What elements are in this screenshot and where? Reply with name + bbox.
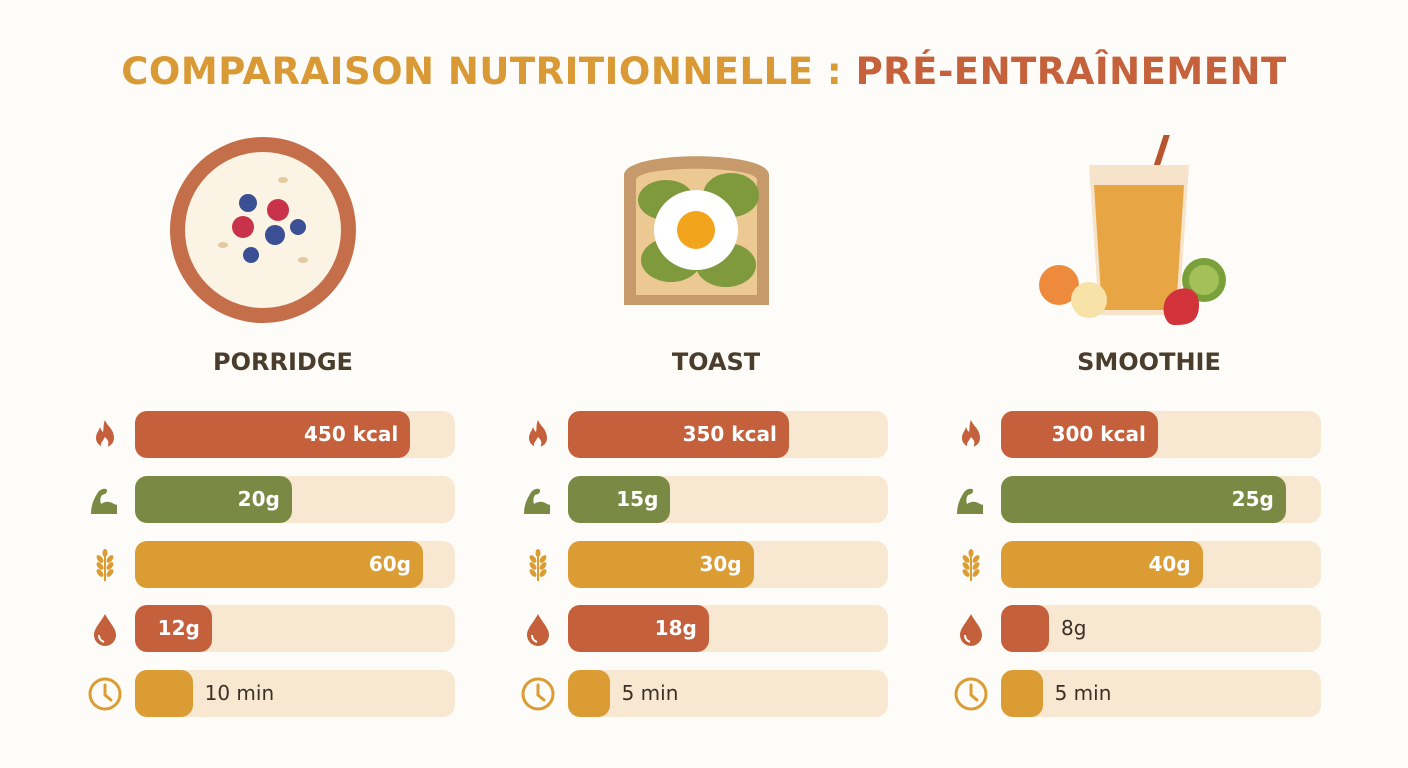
flexed-arm-icon (957, 488, 983, 514)
bar-track: 12g (135, 605, 455, 652)
food-name: PORRIDGE (213, 348, 353, 376)
bar-label: 5 min (1054, 681, 1112, 705)
bar-row-calories: 350 kcal (516, 411, 916, 458)
bar-fill-calories (568, 411, 789, 458)
bar-row-time: 5 min (949, 670, 1349, 717)
porridge-bowl-illustration (170, 137, 356, 323)
clock-icon (88, 677, 122, 711)
bar-track: 10 min (135, 670, 455, 717)
bar-track: 15g (568, 476, 888, 523)
bar-fill-time (135, 670, 193, 717)
flame-icon (96, 420, 114, 449)
bar-track: 450 kcal (135, 411, 455, 458)
bar-label: 350 kcal (682, 422, 777, 446)
title-part1: COMPARAISON NUTRITIONNELLE : (121, 50, 843, 93)
bar-row-carbs: 30g (516, 541, 916, 588)
bar-row-time: 10 min (83, 670, 483, 717)
bar-label: 450 kcal (303, 422, 399, 446)
bar-track: 20g (135, 476, 455, 523)
bar-fill-fat (1001, 605, 1049, 652)
bar-track: 25g (1001, 476, 1321, 523)
flame-icon (962, 420, 980, 449)
bar-fill-time (1001, 670, 1043, 717)
bar-fill-fat (568, 605, 709, 652)
bar-fill-carbs (568, 541, 754, 588)
bar-row-fat: 18g (516, 605, 916, 652)
bar-fill-protein (135, 476, 292, 523)
bar-track: 18g (568, 605, 888, 652)
bar-row-fat: 8g (949, 605, 1349, 652)
bar-row-protein: 25g (949, 476, 1349, 523)
bar-fill-fat (135, 605, 212, 652)
bar-track: 8g (1001, 605, 1321, 652)
wheat-icon (962, 549, 980, 581)
wheat-icon (96, 549, 114, 581)
bar-label: 40g (1148, 552, 1191, 576)
bar-label: 300 kcal (1051, 422, 1146, 446)
bar-row-fat: 12g (83, 605, 483, 652)
flexed-arm-icon (91, 488, 117, 514)
food-column-toast: TOAST 350 kcal 15g 30g 18g 5 min (516, 0, 916, 768)
bar-fill-calories (135, 411, 411, 458)
bar-fill-time (568, 670, 610, 717)
bar-label: 18g (654, 616, 697, 640)
bar-row-carbs: 60g (83, 541, 483, 588)
bar-label: 12g (157, 616, 200, 640)
bar-track: 5 min (568, 670, 888, 717)
bar-row-calories: 450 kcal (83, 411, 483, 458)
bar-track: 30g (568, 541, 888, 588)
page-title: COMPARAISON NUTRITIONNELLE : PRÉ-ENTRAÎN… (0, 50, 1408, 93)
food-name: SMOOTHIE (1077, 348, 1221, 376)
bar-label: 60g (368, 552, 411, 576)
bar-label: 20g (237, 487, 280, 511)
bar-row-time: 5 min (516, 670, 916, 717)
bar-label: 25g (1231, 487, 1274, 511)
clock-icon (954, 677, 988, 711)
bar-label: 10 min (204, 681, 275, 705)
clock-icon (521, 677, 555, 711)
bar-track: 60g (135, 541, 455, 588)
drop-icon (960, 614, 982, 646)
bar-row-carbs: 40g (949, 541, 1349, 588)
bar-fill-carbs (1001, 541, 1203, 588)
drop-icon (527, 614, 549, 646)
bar-fill-calories (1001, 411, 1158, 458)
bar-row-protein: 20g (83, 476, 483, 523)
wheat-icon (529, 549, 547, 581)
bar-fill-protein (568, 476, 671, 523)
bar-label: 5 min (621, 681, 679, 705)
food-name: TOAST (671, 348, 761, 376)
avocado-egg-toast-illustration (624, 156, 769, 305)
bar-label: 30g (699, 552, 742, 576)
food-column-smoothie: SMOOTHIE 300 kcal 25g 40g 8g 5 min (949, 0, 1349, 768)
bar-track: 40g (1001, 541, 1321, 588)
bar-track: 5 min (1001, 670, 1321, 717)
bar-label: 8g (1061, 616, 1087, 640)
flame-icon (529, 420, 547, 449)
flexed-arm-icon (524, 488, 550, 514)
bar-track: 300 kcal (1001, 411, 1321, 458)
bar-fill-protein (1001, 476, 1286, 523)
bar-track: 350 kcal (568, 411, 888, 458)
food-column-porridge: PORRIDGE 450 kcal 20g 60g 12g 10 min (83, 0, 483, 768)
drop-icon (94, 614, 116, 646)
title-part2: PRÉ-ENTRAÎNEMENT (855, 50, 1287, 93)
bar-fill-carbs (135, 541, 423, 588)
bar-row-protein: 15g (516, 476, 916, 523)
fruit-smoothie-illustration (1039, 135, 1226, 325)
bar-label: 15g (616, 487, 659, 511)
bar-row-calories: 300 kcal (949, 411, 1349, 458)
